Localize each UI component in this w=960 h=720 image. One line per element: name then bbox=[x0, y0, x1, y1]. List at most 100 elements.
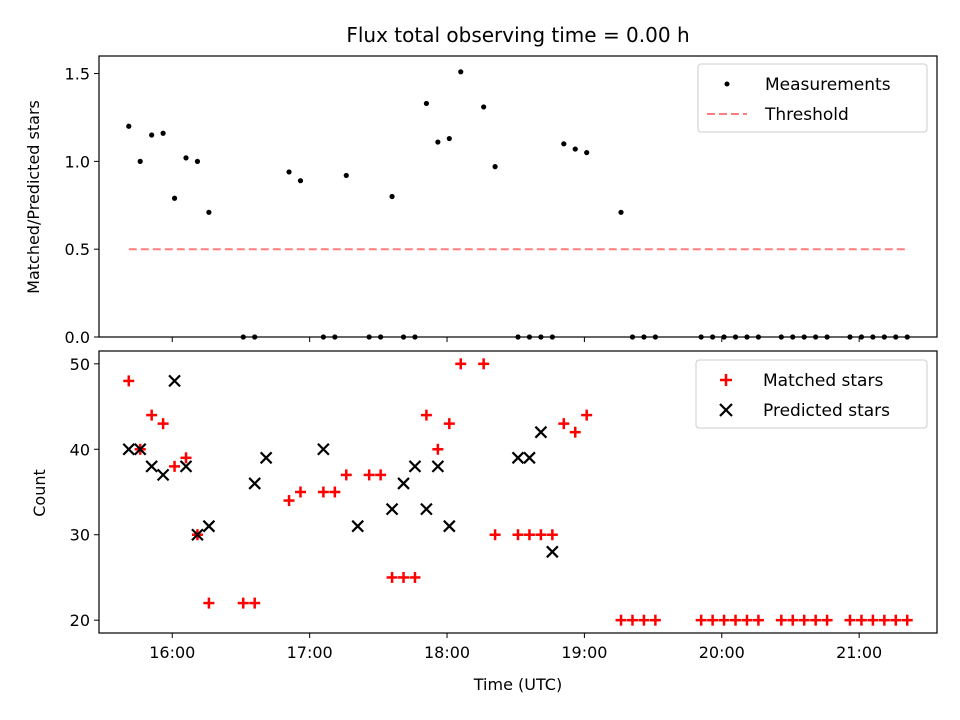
matched-star-point bbox=[249, 597, 261, 609]
matched-star-point bbox=[180, 452, 192, 464]
predicted-star-point bbox=[122, 442, 136, 456]
predicted-star-point bbox=[248, 477, 261, 490]
matched-star-point bbox=[283, 495, 295, 507]
matched-star-point bbox=[169, 460, 181, 472]
measurement-point bbox=[446, 135, 452, 142]
matched-star-point bbox=[787, 614, 799, 626]
predicted-star-point bbox=[534, 425, 548, 439]
matched-star-point bbox=[798, 614, 810, 626]
measurement-point bbox=[423, 100, 430, 107]
measurement-point bbox=[126, 123, 132, 129]
matched-star-point bbox=[901, 614, 913, 626]
bottom-marks bbox=[122, 358, 913, 626]
matched-star-point bbox=[157, 418, 169, 430]
top-plot-frame bbox=[98, 55, 938, 338]
predicted-star-point bbox=[511, 451, 525, 465]
matched-star-point bbox=[317, 486, 329, 498]
matched-star-point bbox=[810, 614, 822, 626]
matched-star-point bbox=[294, 486, 306, 498]
bottom-y-tick-label: 20 bbox=[70, 611, 90, 630]
top-y-ticks: 0.0 0.5 1.0 1.5 bbox=[65, 65, 99, 347]
legend-label-matched-stars: Matched stars bbox=[763, 371, 883, 391]
bottom-legend: Matched stars Predicted stars bbox=[695, 359, 928, 429]
measurement-point bbox=[149, 132, 155, 138]
matched-star-point bbox=[340, 469, 352, 481]
legend-label-threshold: Threshold bbox=[764, 105, 849, 125]
measurement-point bbox=[206, 209, 212, 215]
bottom-y-tick-label: 40 bbox=[70, 440, 90, 459]
measurement-point bbox=[183, 155, 189, 161]
measurement-point bbox=[481, 104, 487, 110]
matched-star-point bbox=[203, 597, 215, 609]
predicted-star-point bbox=[202, 519, 216, 533]
x-tick-label: 16:00 bbox=[149, 643, 195, 662]
matched-star-point bbox=[821, 614, 833, 626]
x-tick-label: 18:00 bbox=[424, 643, 470, 662]
matched-star-point bbox=[375, 469, 387, 481]
matched-star-point bbox=[741, 614, 753, 626]
legend-marker-predicted-stars bbox=[719, 403, 733, 417]
top-panel: 0.0 0.5 1.0 1.5 Matched/Predicted stars Mea… bbox=[24, 55, 938, 347]
matched-star-point bbox=[569, 426, 581, 438]
x-tick-label: 20:00 bbox=[699, 643, 745, 662]
matched-star-point bbox=[775, 614, 787, 626]
matched-star-point bbox=[489, 529, 501, 541]
bottom-y-tick-label: 30 bbox=[70, 526, 90, 545]
matched-star-point bbox=[443, 418, 455, 430]
matched-star-point bbox=[890, 614, 902, 626]
top-marks bbox=[126, 69, 910, 340]
predicted-star-point bbox=[351, 519, 365, 533]
matched-star-point bbox=[420, 409, 432, 421]
predicted-star-point bbox=[133, 442, 147, 456]
x-tick-label: 17:00 bbox=[287, 643, 333, 662]
predicted-star-point bbox=[523, 451, 536, 465]
matched-star-point bbox=[409, 571, 421, 583]
matched-star-point bbox=[626, 614, 638, 626]
matched-star-point bbox=[398, 571, 410, 583]
matched-star-point bbox=[878, 614, 890, 626]
measurement-point bbox=[286, 169, 292, 175]
x-axis-label: Time (UTC) bbox=[473, 675, 562, 694]
predicted-star-point bbox=[317, 442, 330, 456]
predicted-star-point bbox=[145, 460, 158, 473]
legend-label-predicted-stars: Predicted stars bbox=[763, 401, 890, 421]
predicted-star-point bbox=[385, 502, 399, 516]
matched-star-point bbox=[546, 529, 558, 541]
matched-star-point bbox=[329, 486, 341, 498]
top-legend: Measurements Threshold bbox=[697, 63, 928, 133]
top-legend-box bbox=[697, 63, 928, 133]
top-y-tick-label: 0.5 bbox=[65, 240, 90, 259]
x-tick-label: 21:00 bbox=[836, 643, 882, 662]
predicted-star-point bbox=[546, 545, 559, 559]
bottom-legend-box bbox=[695, 359, 928, 429]
matched-star-point bbox=[558, 418, 570, 430]
legend-marker-measurements bbox=[724, 81, 730, 87]
top-y-axis-label: Matched/Predicted stars bbox=[24, 100, 43, 294]
predicted-star-point bbox=[259, 451, 273, 465]
legend-label-measurements: Measurements bbox=[765, 75, 891, 95]
measurement-point bbox=[343, 172, 349, 179]
matched-star-point bbox=[146, 409, 158, 421]
measurement-point bbox=[561, 141, 567, 147]
top-y-tick-label: 1.0 bbox=[65, 152, 90, 171]
matched-star-point bbox=[386, 571, 398, 583]
measurement-point bbox=[160, 130, 166, 136]
matched-star-point bbox=[512, 529, 524, 541]
measurement-point bbox=[572, 146, 578, 152]
predicted-star-point bbox=[397, 477, 410, 490]
predicted-star-point bbox=[420, 502, 433, 516]
matched-star-point bbox=[695, 614, 707, 626]
matched-star-point bbox=[638, 614, 650, 626]
bottom-plot-frame bbox=[98, 350, 938, 634]
bottom-x-ticks: 16:00 17:00 18:00 19:00 20:00 21:00 bbox=[149, 633, 882, 662]
predicted-star-point bbox=[443, 519, 456, 533]
matched-star-point bbox=[535, 529, 547, 541]
predicted-star-point bbox=[156, 468, 170, 482]
measurement-point bbox=[389, 193, 395, 200]
matched-star-point bbox=[237, 597, 249, 609]
measurement-point bbox=[297, 178, 304, 184]
measurement-point bbox=[458, 69, 464, 75]
predicted-star-point bbox=[179, 460, 193, 473]
